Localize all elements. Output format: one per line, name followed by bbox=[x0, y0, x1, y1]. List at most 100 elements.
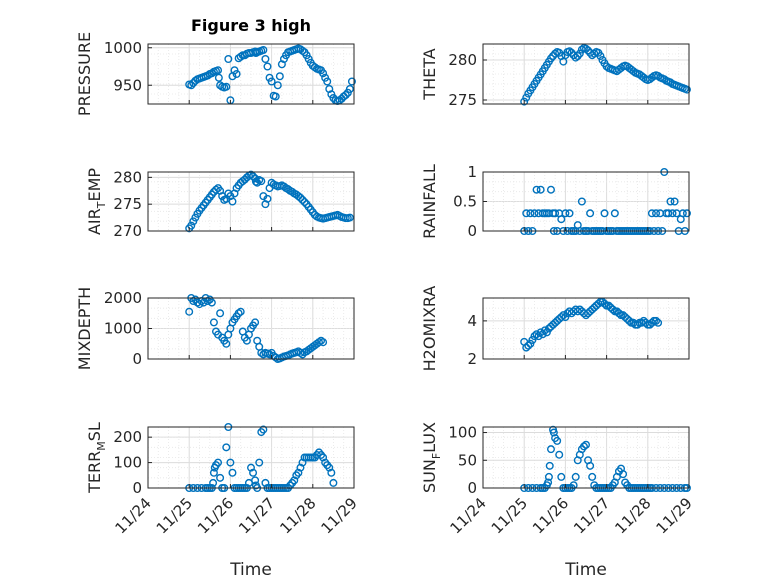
data-point bbox=[234, 309, 243, 318]
data-point bbox=[540, 326, 549, 335]
data-point bbox=[228, 468, 237, 477]
data-point bbox=[216, 309, 225, 318]
data-point bbox=[528, 335, 537, 344]
data-point bbox=[187, 81, 196, 90]
x-tick-label: 11/29 bbox=[653, 494, 696, 537]
y-tick-label: 2000 bbox=[104, 289, 142, 307]
data-point bbox=[561, 209, 570, 218]
y-tick-label: 50 bbox=[458, 451, 477, 469]
data-point bbox=[294, 468, 303, 477]
data-point bbox=[555, 450, 564, 459]
data-point bbox=[532, 185, 541, 194]
data-point bbox=[327, 468, 336, 477]
data-point bbox=[271, 92, 280, 101]
y-tick-label: 280 bbox=[113, 168, 142, 186]
x-tick-label: 11/28 bbox=[611, 494, 654, 537]
data-point bbox=[549, 52, 558, 61]
y-axis-label: THETA bbox=[420, 48, 439, 100]
data-point bbox=[565, 47, 574, 56]
data-point bbox=[341, 90, 350, 99]
data-point bbox=[610, 209, 619, 218]
x-axis-label: Time bbox=[564, 560, 607, 580]
y-axis-label: AIRTEMP bbox=[85, 168, 108, 235]
data-point bbox=[654, 71, 663, 80]
data-point bbox=[553, 436, 562, 445]
data-point bbox=[561, 313, 570, 322]
y-tick-label: 100 bbox=[448, 424, 477, 442]
data-point bbox=[319, 69, 328, 78]
data-point bbox=[251, 318, 260, 327]
data-point bbox=[259, 425, 268, 434]
data-point bbox=[199, 298, 208, 307]
data-point bbox=[522, 209, 531, 218]
data-point bbox=[530, 332, 539, 341]
data-point bbox=[546, 54, 555, 63]
subplot-terrmsl: 0 100 200 TERRMSL11/2411/2511/2611/2711/281… bbox=[85, 422, 361, 580]
x-tick-label: 11/25 bbox=[488, 494, 531, 537]
data-point bbox=[185, 307, 194, 316]
data-point bbox=[261, 55, 270, 64]
data-point bbox=[214, 458, 223, 467]
y-axis-label: TERRMSL bbox=[85, 422, 108, 494]
data-point bbox=[586, 461, 595, 470]
data-point bbox=[625, 316, 634, 325]
data-point bbox=[664, 209, 673, 218]
data-point bbox=[298, 195, 307, 204]
data-point bbox=[345, 213, 354, 222]
data-point bbox=[255, 458, 264, 467]
data-point bbox=[551, 209, 560, 218]
data-point bbox=[257, 177, 266, 186]
data-point bbox=[345, 84, 354, 93]
data-point bbox=[660, 75, 669, 84]
data-point bbox=[211, 185, 220, 194]
data-point bbox=[600, 299, 609, 308]
data-point bbox=[670, 197, 679, 206]
data-point bbox=[575, 49, 584, 58]
y-axis-label: H2OMIXRA bbox=[420, 286, 439, 372]
data-point bbox=[588, 472, 597, 481]
data-point bbox=[323, 77, 332, 86]
data-point bbox=[542, 328, 551, 337]
data-point bbox=[569, 481, 578, 490]
data-point bbox=[629, 67, 638, 76]
data-point bbox=[214, 66, 223, 75]
y-tick-label: 200 bbox=[113, 428, 142, 446]
data-point bbox=[557, 215, 566, 224]
data-point bbox=[267, 77, 276, 86]
x-tick-label: 11/26 bbox=[194, 494, 237, 537]
x-axis-label: Time bbox=[229, 560, 272, 580]
y-tick-label: 275 bbox=[448, 91, 477, 109]
data-point bbox=[520, 97, 529, 106]
data-point bbox=[652, 209, 661, 218]
subplot-h2omixra: 2 4 H2OMIXRA bbox=[420, 286, 690, 372]
data-point bbox=[571, 53, 580, 62]
data-point bbox=[602, 62, 611, 71]
y-axis-label: SUNFLUX bbox=[420, 422, 443, 493]
data-point bbox=[666, 197, 675, 206]
data-point bbox=[614, 309, 623, 318]
subplot-sunflux: 0 50 100 SUNFLUX11/2411/2511/2611/2711/2811… bbox=[420, 422, 696, 580]
axes-box bbox=[482, 43, 690, 105]
data-point bbox=[222, 339, 231, 348]
data-point bbox=[647, 209, 656, 218]
data-point bbox=[559, 311, 568, 320]
data-point bbox=[557, 313, 566, 322]
data-point bbox=[619, 470, 628, 479]
data-point bbox=[534, 332, 543, 341]
data-point bbox=[246, 463, 255, 472]
x-tick-label: 11/28 bbox=[276, 494, 319, 537]
data-point bbox=[678, 209, 687, 218]
x-tick-label: 11/25 bbox=[153, 494, 196, 537]
data-point bbox=[522, 93, 531, 102]
data-point bbox=[526, 209, 535, 218]
data-point bbox=[209, 468, 218, 477]
data-point bbox=[275, 72, 284, 81]
data-point bbox=[310, 63, 319, 72]
data-point bbox=[668, 209, 677, 218]
data-point bbox=[265, 350, 274, 359]
data-point bbox=[249, 468, 258, 477]
x-tick-label: 11/27 bbox=[235, 494, 278, 537]
data-point bbox=[530, 209, 539, 218]
data-point bbox=[577, 197, 586, 206]
